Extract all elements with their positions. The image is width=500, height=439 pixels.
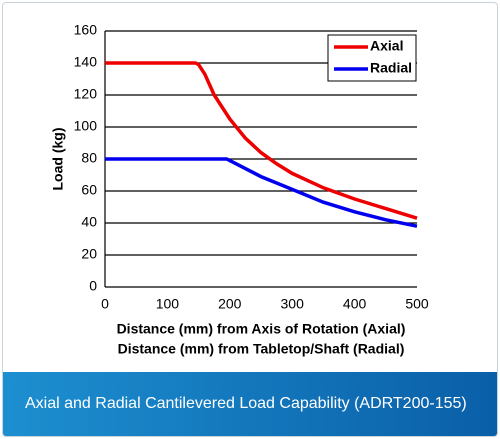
y-axis-label: Load (kg) [50, 128, 66, 191]
x-tick-label: 500 [405, 296, 429, 312]
y-tick-label: 0 [89, 278, 97, 294]
y-tick-label: 60 [81, 182, 97, 198]
legend-label: Radial [370, 60, 412, 76]
line [105, 157, 418, 228]
line [105, 61, 418, 220]
x-tick-label: 200 [218, 296, 242, 312]
y-tick-label: 40 [81, 214, 97, 230]
x-axis-label: Distance (mm) from Axis of Rotation (Axi… [117, 321, 406, 337]
caption: Axial and Radial Cantilevered Load Capab… [3, 372, 497, 436]
legend [327, 34, 417, 82]
chart: 0 20 40 60 80 100 120 140 160 0 100 200 300 400 500 Loa… [50, 22, 429, 357]
x-tick-label: 400 [343, 296, 367, 312]
x-tick-label: 300 [281, 296, 305, 312]
x-tick-label: 0 [101, 296, 109, 312]
y-tick-label: 160 [74, 22, 98, 38]
y-tick-label: 100 [74, 118, 98, 134]
legend-label: Axial [370, 38, 403, 54]
y-tick-label: 80 [81, 150, 97, 166]
y-tick-label: 20 [81, 246, 97, 262]
x-axis-label: Distance (mm) from Tabletop/Shaft (Radia… [118, 341, 405, 357]
x-tick-label: 100 [156, 296, 180, 312]
y-tick-label: 140 [74, 54, 98, 70]
y-tick-label: 120 [74, 86, 98, 102]
